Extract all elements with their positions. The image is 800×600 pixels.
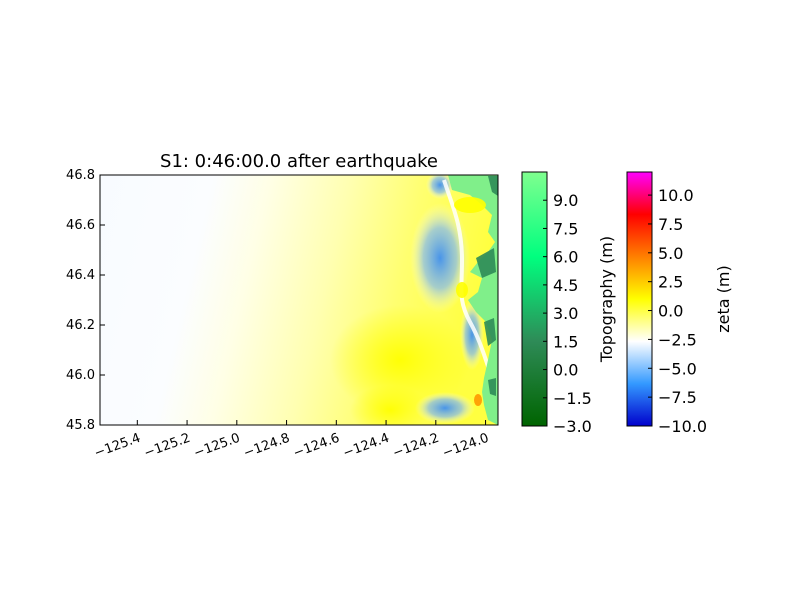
colorbar-tick-label: 5.0 <box>658 244 683 263</box>
zeta-colorbar-ticks: −10.0 −7.5 −5.0 −2.5 0.0 2.5 5.0 7.5 10.0 <box>648 186 707 436</box>
colorbar-tick-label: 0.0 <box>553 361 578 380</box>
colorbar-tick-label: 6.0 <box>553 248 578 267</box>
estuary-anomaly <box>474 394 482 406</box>
colorbar-tick-label: 7.5 <box>553 219 578 238</box>
plot-frame <box>99 174 499 426</box>
colorbar-tick-label: 2.5 <box>658 273 683 292</box>
bay-anomaly <box>454 197 486 213</box>
x-tick-label: −124.2 <box>391 431 441 462</box>
plot-area <box>100 175 498 425</box>
y-tick-label: 46.0 <box>66 368 95 383</box>
chart-title: S1: 0:46:00.0 after earthquake <box>160 151 438 172</box>
x-tick-label: −124.6 <box>291 431 341 462</box>
colorbar-tick-label: 10.0 <box>658 186 694 205</box>
x-tick-label: −124.8 <box>242 431 292 462</box>
y-tick-label: 46.4 <box>66 268 95 283</box>
land-area <box>448 175 498 425</box>
y-axis-ticks: 45.8 46.0 46.2 46.4 46.6 46.8 <box>66 168 105 433</box>
colorbar-tick-label: −5.0 <box>658 359 697 378</box>
y-tick-label: 46.8 <box>66 168 95 183</box>
colorbar-tick-label: −1.5 <box>553 389 592 408</box>
x-tick-label: −124.0 <box>441 431 491 462</box>
y-tick-label: 46.6 <box>66 218 95 233</box>
colorbar-tick-label: 3.0 <box>553 304 578 323</box>
colorbar-tick-label: −3.0 <box>553 417 592 436</box>
x-tick-label: −124.4 <box>341 431 391 462</box>
topography-colorbar <box>521 171 548 427</box>
y-tick-label: 45.8 <box>66 418 95 433</box>
topography-colorbar-label: Topography (m) <box>597 236 616 363</box>
negative-anomaly-south <box>415 392 475 424</box>
dark-land-patches <box>476 176 498 396</box>
x-tick-label: −125.0 <box>192 431 242 462</box>
colorbar-tick-label: −2.5 <box>658 330 697 349</box>
colorbar-tick-label: −7.5 <box>658 388 697 407</box>
zeta-colorbar <box>626 171 653 427</box>
topography-colorbar-ticks: −3.0 −1.5 0.0 1.5 3.0 4.5 6.0 7.5 9.0 <box>543 191 592 436</box>
y-tick-label: 46.2 <box>66 318 95 333</box>
colorbar-tick-label: 7.5 <box>658 215 683 234</box>
colorbar-tick-label: −10.0 <box>658 417 707 436</box>
positive-anomaly-region-south <box>350 385 430 425</box>
x-tick-label: −125.4 <box>92 431 142 462</box>
x-tick-label: −125.2 <box>142 431 192 462</box>
positive-anomaly-region <box>330 305 470 415</box>
zeta-colorbar-label: zeta (m) <box>714 265 733 332</box>
colorbar-tick-label: 1.5 <box>553 332 578 351</box>
negative-anomaly-central <box>410 203 470 313</box>
colorbar-tick-label: 9.0 <box>553 191 578 210</box>
colorbar-tick-label: 4.5 <box>553 276 578 295</box>
colorbar-tick-label: 0.0 <box>658 302 683 321</box>
bay-anomaly-south <box>456 282 468 298</box>
x-axis-ticks: −125.4 −125.2 −125.0 −124.8 −124.6 −124.4 −124… <box>92 420 491 461</box>
